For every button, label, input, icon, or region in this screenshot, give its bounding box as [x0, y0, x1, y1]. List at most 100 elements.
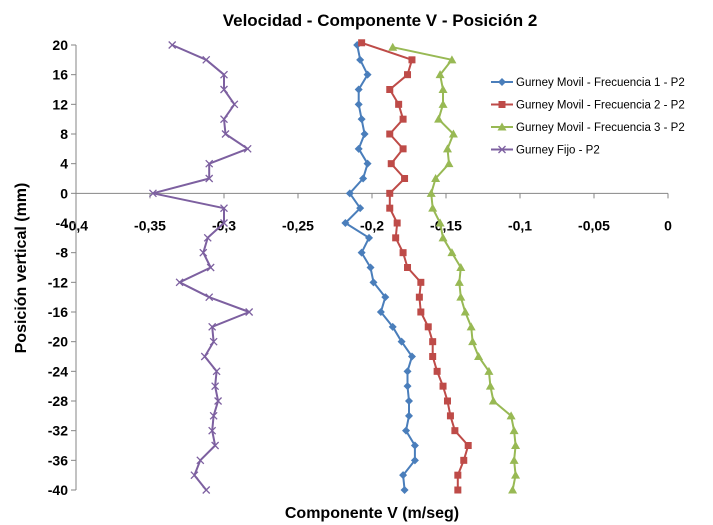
data-point [404, 264, 412, 271]
data-point [393, 219, 401, 227]
y-tick-label: -16 [48, 304, 68, 320]
data-point [230, 100, 239, 109]
data-point [451, 427, 459, 435]
data-point [366, 263, 375, 272]
y-tick-label: 16 [52, 67, 68, 83]
data-point [498, 145, 506, 154]
data-point [354, 85, 363, 94]
data-point [200, 352, 209, 361]
data-point [365, 233, 374, 242]
chart-series [149, 39, 521, 494]
data-point [442, 144, 452, 153]
legend-label: Gurney Fijo - P2 [516, 145, 600, 157]
data-point [243, 144, 252, 153]
data-point [429, 338, 437, 346]
data-point [209, 411, 218, 420]
data-point [363, 159, 372, 168]
data-point [434, 114, 444, 123]
data-point [454, 471, 462, 479]
data-point [511, 470, 521, 479]
x-tick-label: -0,15 [430, 217, 462, 233]
data-point [206, 263, 215, 272]
data-point [202, 486, 211, 494]
y-tick-label: -28 [48, 393, 68, 409]
data-point [410, 456, 419, 465]
y-tick-label: 12 [52, 96, 68, 112]
data-point [424, 323, 432, 331]
legend-label: Gurney Movil - Frecuencia 1 - P2 [516, 77, 685, 89]
y-tick-label: 8 [60, 126, 68, 142]
data-point [199, 248, 208, 257]
data-point [460, 456, 468, 464]
data-point [408, 56, 416, 64]
data-point [212, 367, 221, 376]
data-point [438, 233, 448, 242]
series-2 [358, 39, 472, 494]
data-point [363, 70, 372, 79]
data-point [484, 366, 494, 375]
data-point [511, 441, 521, 449]
x-axis-ticks: -0,4 -0,35 -0,3 -0,25 -0,2 -0,15 -0,1 -0,05 0 [64, 193, 672, 233]
data-point [168, 41, 177, 49]
data-point [444, 159, 454, 168]
data-point [399, 249, 407, 257]
data-point [357, 115, 366, 124]
x-axis-title: Componente V (m/seg) [285, 505, 459, 522]
data-point [415, 293, 423, 301]
data-point [341, 219, 350, 227]
data-point [220, 85, 228, 94]
data-point [488, 396, 498, 405]
data-point [401, 175, 409, 182]
data-point [474, 352, 484, 360]
data-point [431, 174, 441, 182]
data-point [357, 248, 366, 257]
data-point [220, 219, 228, 227]
data-point [448, 129, 458, 138]
y-tick-label: 0 [60, 185, 68, 201]
series-line [152, 44, 251, 491]
data-point [429, 353, 437, 360]
data-point [402, 426, 411, 435]
data-point [485, 381, 495, 390]
data-point [417, 308, 425, 316]
x-tick-label: 0 [664, 217, 672, 233]
data-point [498, 101, 506, 108]
data-point [209, 337, 218, 346]
x-tick-label: -0,05 [578, 217, 610, 233]
data-point [220, 204, 228, 213]
data-point [399, 471, 408, 480]
data-point [433, 367, 441, 375]
data-point [149, 189, 157, 198]
data-point [508, 485, 518, 494]
legend-label: Gurney Movil - Frecuencia 2 - P2 [516, 100, 685, 112]
data-point [460, 307, 470, 316]
x-tick-label: -0,25 [282, 217, 314, 233]
y-axis-title: Posición vertical (mm) [13, 183, 30, 354]
x-tick-label: -0,2 [360, 217, 384, 233]
series-3 [388, 42, 521, 494]
data-point [454, 486, 462, 494]
data-point [211, 441, 220, 450]
series-line [361, 41, 470, 490]
x-tick-label: -0,4 [64, 217, 88, 233]
data-point [454, 277, 464, 286]
y-tick-label: -4 [56, 215, 69, 231]
data-point [405, 397, 413, 405]
data-point [417, 278, 425, 286]
data-point [438, 85, 448, 93]
data-point [399, 115, 407, 123]
data-point [190, 471, 199, 480]
data-point [468, 337, 478, 346]
y-tick-label: 4 [60, 156, 68, 172]
data-point [509, 426, 519, 435]
x-tick-label: -0,1 [508, 217, 532, 233]
data-point [464, 442, 472, 449]
data-point [405, 411, 413, 420]
data-point [397, 337, 406, 346]
data-point [202, 55, 211, 64]
series-4 [149, 41, 254, 494]
data-point [400, 486, 409, 494]
data-point [359, 174, 368, 183]
data-point [428, 203, 438, 212]
